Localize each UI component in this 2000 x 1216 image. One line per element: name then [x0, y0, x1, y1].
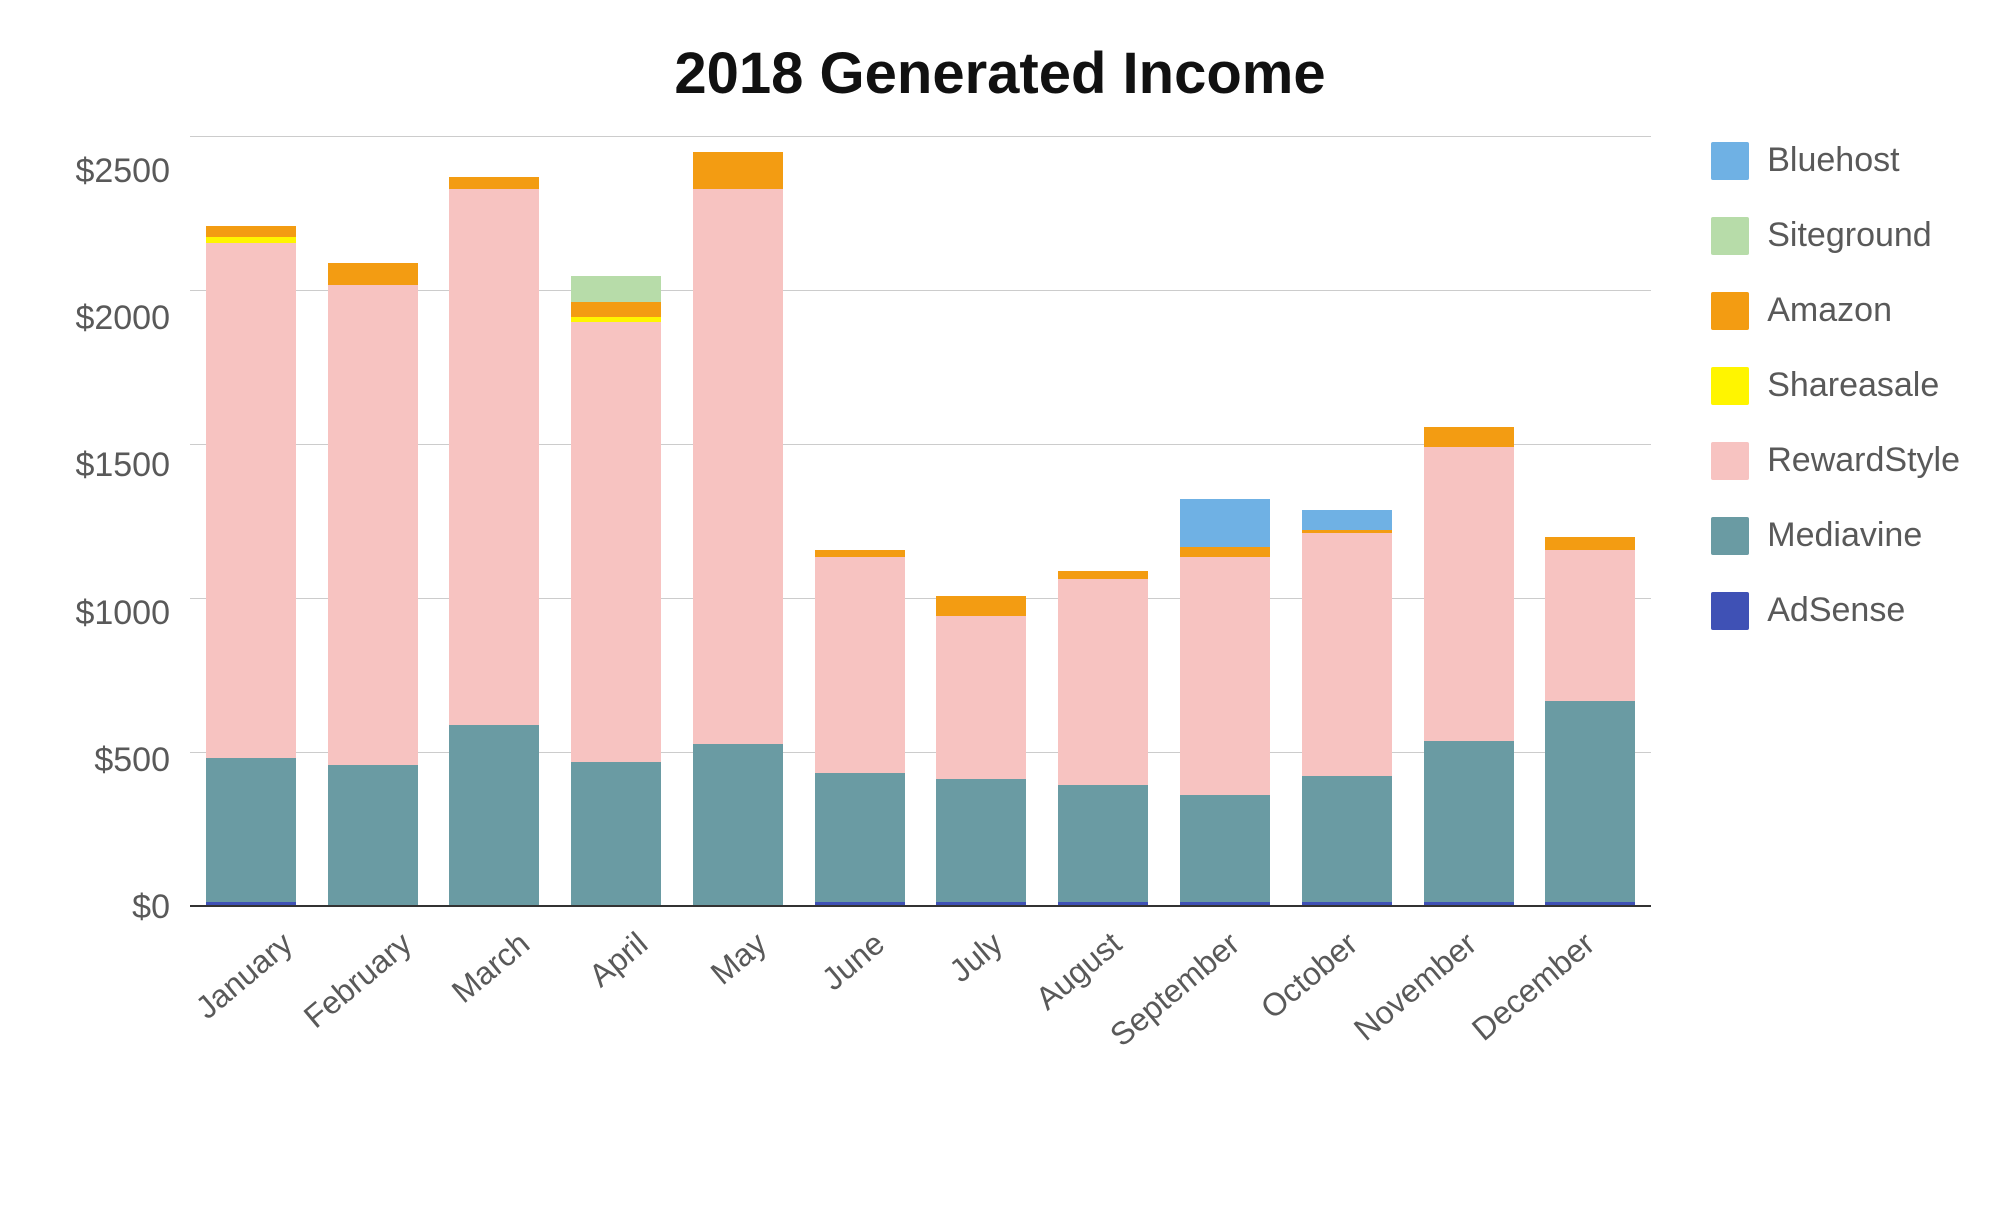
- x-tick-label: July: [943, 925, 1010, 990]
- bar-segment-amazon: [1424, 427, 1514, 447]
- legend-swatch: [1711, 142, 1749, 180]
- bar-segment-amazon: [328, 263, 418, 285]
- legend-item-amazon: Amazon: [1711, 291, 1960, 330]
- bar: [1058, 571, 1148, 907]
- legend-swatch: [1711, 217, 1749, 255]
- x-tick-label: March: [445, 925, 537, 1010]
- bar-segment-rewardstyle: [1058, 579, 1148, 785]
- bar-segment-bluehost: [1180, 499, 1270, 547]
- bar: [571, 276, 661, 907]
- bar-segment-bluehost: [1302, 510, 1392, 530]
- bar-segment-amazon: [1180, 547, 1270, 558]
- bar-segment-amazon: [1058, 571, 1148, 579]
- y-tick-label: $1500: [75, 448, 170, 482]
- bar-segment-amazon: [936, 596, 1026, 616]
- x-tick-label: January: [189, 925, 300, 1027]
- bar-segment-amazon: [206, 226, 296, 237]
- legend-swatch: [1711, 517, 1749, 555]
- legend-label: AdSense: [1767, 591, 1905, 630]
- legend: Bluehost Siteground Amazon Shareasale Reward…: [1651, 137, 1960, 630]
- x-axis-labels: JanuaryFebruary March April May June July Augu…: [190, 915, 1610, 1135]
- y-tick-label: $2500: [75, 154, 170, 188]
- bar: [693, 152, 783, 907]
- bar-segment-mediavine: [815, 773, 905, 902]
- bar-segment-mediavine: [1302, 776, 1392, 902]
- legend-label: Shareasale: [1767, 366, 1939, 405]
- y-tick-label: $1000: [75, 596, 170, 630]
- bar: [328, 263, 418, 907]
- legend-item-rewardstyle: RewardStyle: [1711, 441, 1960, 480]
- bar-segment-amazon: [571, 302, 661, 317]
- bars: [190, 137, 1651, 907]
- bar: [449, 177, 539, 907]
- bar-segment-mediavine: [206, 758, 296, 903]
- x-tick-label: September: [1103, 925, 1247, 1054]
- legend-item-bluehost: Bluehost: [1711, 141, 1960, 180]
- legend-label: Mediavine: [1767, 516, 1922, 555]
- plot-area: [190, 137, 1651, 907]
- bar-segment-mediavine: [449, 725, 539, 907]
- legend-item-shareasale: Shareasale: [1711, 366, 1960, 405]
- bar-segment-mediavine: [693, 744, 783, 907]
- bar-segment-rewardstyle: [449, 189, 539, 725]
- bar-segment-mediavine: [1545, 701, 1635, 903]
- chart-container: 2018 Generated Income $2500 $2000 $1500 $10…: [0, 0, 2000, 1216]
- bar-segment-amazon: [693, 152, 783, 189]
- bar-segment-rewardstyle: [206, 243, 296, 757]
- x-tick-label: June: [815, 925, 892, 998]
- bar-segment-rewardstyle: [1424, 447, 1514, 741]
- x-tick-label: April: [582, 925, 655, 994]
- bar: [815, 550, 905, 907]
- bar-segment-mediavine: [936, 779, 1026, 902]
- bar-segment-rewardstyle: [328, 285, 418, 765]
- bar: [206, 226, 296, 907]
- y-axis: $2500$2000$1500$1000$500$0: [40, 137, 190, 907]
- legend-label: Siteground: [1767, 216, 1931, 255]
- legend-swatch: [1711, 367, 1749, 405]
- chart-body: $2500$2000$1500$1000$500$0 BluehostSiteg…: [40, 137, 1960, 907]
- bar: [1545, 537, 1635, 907]
- x-tick-label: November: [1346, 925, 1483, 1048]
- bar-segment-amazon: [815, 550, 905, 558]
- legend-label: RewardStyle: [1767, 441, 1960, 480]
- bar-segment-amazon: [1545, 537, 1635, 549]
- bar-segment-mediavine: [1424, 741, 1514, 903]
- bar-segment-mediavine: [1058, 785, 1148, 902]
- bar: [936, 596, 1026, 907]
- x-tick-label: October: [1254, 925, 1365, 1027]
- y-tick-label: $2000: [75, 301, 170, 335]
- bar-segment-rewardstyle: [1180, 557, 1270, 794]
- legend-label: Bluehost: [1767, 141, 1899, 180]
- bar-segment-rewardstyle: [1545, 550, 1635, 701]
- bar-segment-rewardstyle: [815, 557, 905, 773]
- legend-swatch: [1711, 442, 1749, 480]
- bar: [1180, 499, 1270, 907]
- x-tick-label: August: [1028, 925, 1128, 1017]
- x-tick-label: February: [296, 925, 418, 1036]
- bar-segment-mediavine: [328, 765, 418, 907]
- bar-segment-mediavine: [1180, 795, 1270, 903]
- x-axis-baseline: [190, 905, 1651, 907]
- bar: [1302, 510, 1392, 907]
- legend-swatch: [1711, 292, 1749, 330]
- bar: [1424, 427, 1514, 907]
- bar-segment-rewardstyle: [693, 189, 783, 743]
- x-tick-label: May: [703, 925, 773, 992]
- bar-segment-siteground: [571, 276, 661, 302]
- bar-segment-amazon: [449, 177, 539, 189]
- bar-segment-rewardstyle: [936, 616, 1026, 779]
- bar-segment-rewardstyle: [571, 322, 661, 762]
- y-tick-label: $500: [94, 743, 170, 777]
- legend-label: Amazon: [1767, 291, 1892, 330]
- x-tick-label: December: [1465, 925, 1602, 1048]
- legend-item-siteground: Siteground: [1711, 216, 1960, 255]
- bar-segment-mediavine: [571, 762, 661, 907]
- y-tick-label: $0: [132, 890, 170, 924]
- legend-swatch: [1711, 592, 1749, 630]
- legend-item-adsense: AdSense: [1711, 591, 1960, 630]
- legend-item-mediavine: Mediavine: [1711, 516, 1960, 555]
- chart-title: 2018 Generated Income: [40, 40, 1960, 107]
- bar-segment-rewardstyle: [1302, 533, 1392, 776]
